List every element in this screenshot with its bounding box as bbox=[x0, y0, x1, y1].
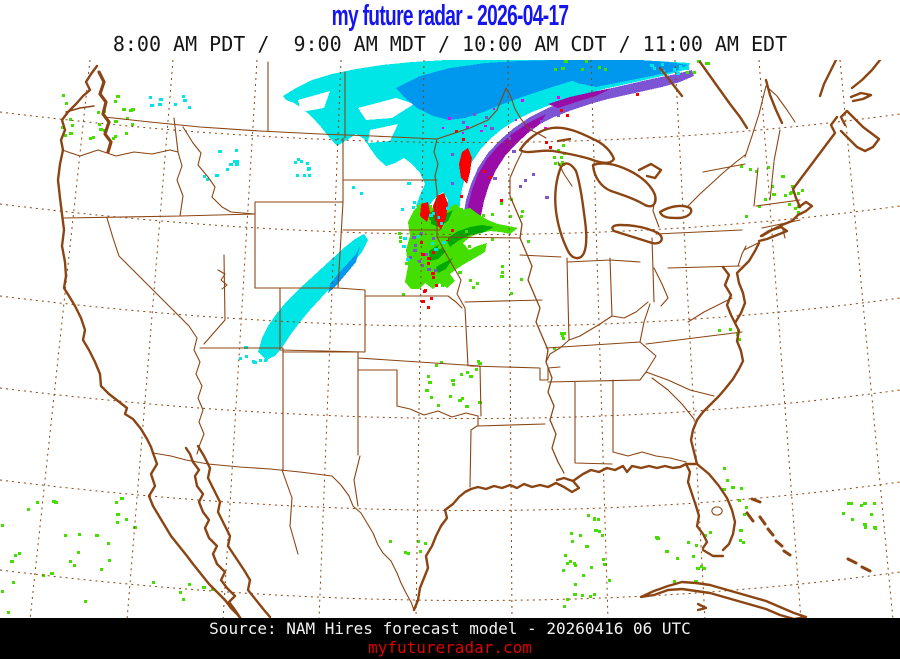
radar-map-svg bbox=[0, 60, 900, 618]
coastline-layer bbox=[56, 60, 882, 618]
canada-border bbox=[103, 87, 547, 140]
florida-coast bbox=[684, 462, 737, 558]
lake-erie bbox=[611, 223, 663, 245]
lake-ontario bbox=[658, 204, 693, 220]
maine-rivers bbox=[658, 60, 784, 130]
footer-bar: Source: NAM Hires forecast model - 20260… bbox=[0, 618, 900, 659]
mexico-border bbox=[152, 452, 415, 611]
pacific-coast bbox=[56, 64, 155, 455]
atlantic-coast bbox=[689, 115, 839, 466]
mississippi-river bbox=[509, 195, 565, 474]
cuba bbox=[639, 580, 808, 618]
maritimes-coast bbox=[818, 60, 882, 153]
source-text: Source: NAM Hires forecast model - 20260… bbox=[209, 619, 691, 638]
header: my future radar - 2026-04-17 8:00 AM PDT… bbox=[0, 0, 900, 60]
graticule-layer bbox=[0, 60, 900, 618]
state-borders-layer bbox=[61, 61, 801, 611]
gulf-coast bbox=[412, 462, 688, 612]
valid-times-line: 8:00 AM PDT / 9:00 AM MDT / 10:00 AM CDT… bbox=[112, 32, 788, 56]
bahamas bbox=[745, 497, 872, 573]
page-title: my future radar - 2026-04-17 bbox=[331, 0, 569, 32]
radar-echoes-layer bbox=[1, 60, 877, 614]
baja-gulf-coast bbox=[147, 444, 272, 618]
lake-huron bbox=[591, 162, 663, 208]
puget-sound bbox=[97, 70, 113, 154]
lake-superior bbox=[518, 126, 616, 164]
myfutureradar-link[interactable]: myfutureradar.com bbox=[368, 638, 532, 657]
radar-map bbox=[0, 60, 900, 618]
lake-michigan bbox=[554, 162, 588, 260]
